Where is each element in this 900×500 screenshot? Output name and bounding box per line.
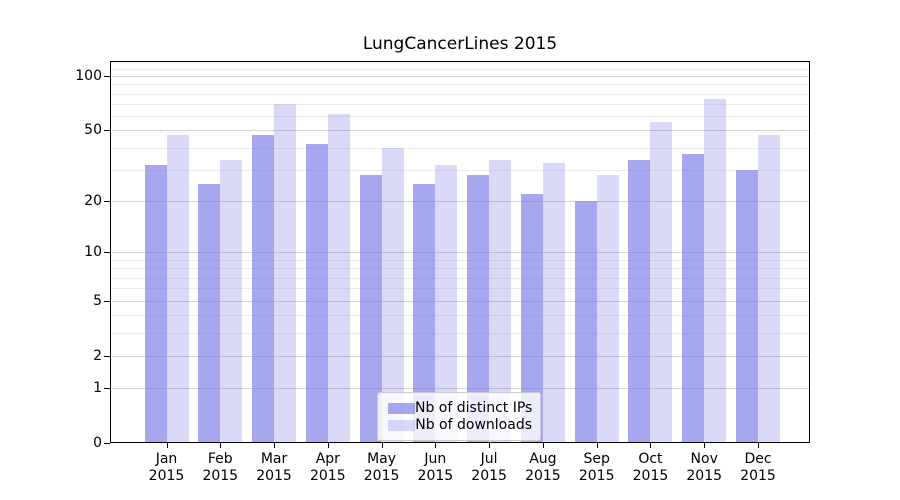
major-gridline-50 — [110, 130, 810, 132]
bar-jun-distinct-ips — [413, 183, 436, 443]
y-tick-2 — [104, 355, 110, 357]
bar-jan-distinct-ips — [144, 164, 167, 443]
y-tick-5 — [104, 300, 110, 302]
major-gridline-20 — [110, 200, 810, 202]
minor-gridline-30 — [110, 169, 810, 171]
bar-feb-distinct-ips — [198, 183, 221, 443]
x-tick-jan — [166, 443, 168, 448]
x-tick-label-jun: Jun 2015 — [417, 451, 454, 484]
bar-jul-downloads — [489, 160, 512, 443]
y-tick-label-50: 50 — [84, 122, 102, 139]
x-tick-may — [381, 443, 383, 448]
x-tick-label-may: May 2015 — [363, 451, 400, 484]
y-tick-label-5: 5 — [93, 292, 102, 309]
minor-gridline-7 — [110, 277, 810, 279]
y-tick-label-100: 100 — [75, 68, 102, 85]
minor-gridline-110 — [110, 68, 810, 70]
bar-dec-downloads — [758, 135, 780, 443]
legend-entry-downloads: Nb of downloads — [386, 417, 532, 433]
major-gridline-10 — [110, 252, 810, 254]
y-tick-50 — [104, 130, 110, 132]
y-tick-label-2: 2 — [93, 347, 102, 364]
bar-aug-distinct-ips — [520, 193, 543, 443]
major-gridline-100 — [110, 76, 810, 78]
y-tick-label-0: 0 — [93, 435, 102, 451]
x-tick-label-feb: Feb 2015 — [202, 451, 239, 484]
y-tick-label-20: 20 — [84, 192, 102, 209]
minor-gridline-80 — [110, 93, 810, 95]
bar-mar-downloads — [274, 104, 297, 443]
bar-oct-downloads — [650, 121, 673, 443]
bar-nov-distinct-ips — [682, 153, 705, 443]
x-tick-label-oct: Oct 2015 — [632, 451, 669, 484]
major-gridline-2 — [110, 355, 810, 357]
minor-gridline-3 — [110, 332, 810, 334]
major-gridline-1 — [110, 387, 810, 389]
bar-oct-distinct-ips — [628, 160, 651, 443]
y-tick-10 — [104, 252, 110, 254]
legend-swatch-distinct-ips — [388, 402, 415, 414]
x-tick-apr — [327, 443, 329, 448]
legend-entry-distinct-ips: Nb of distinct IPs — [386, 400, 532, 416]
minor-gridline-120 — [110, 61, 810, 63]
x-tick-dec — [758, 443, 759, 448]
chart-title: LungCancerLines 2015 — [362, 34, 558, 54]
x-tick-oct — [650, 443, 652, 448]
y-tick-label-10: 10 — [84, 244, 102, 261]
bar-sep-distinct-ips — [574, 200, 597, 443]
x-tick-label-jan: Jan 2015 — [148, 451, 185, 484]
minor-gridline-9 — [110, 259, 810, 261]
minor-gridline-6 — [110, 288, 810, 290]
bar-sep-downloads — [596, 175, 619, 443]
bar-nov-downloads — [704, 98, 727, 443]
minor-gridline-4 — [110, 315, 810, 317]
x-tick-label-sep: Sep 2015 — [578, 451, 615, 484]
x-tick-jun — [435, 443, 437, 448]
bar-may-distinct-ips — [359, 175, 382, 443]
major-gridline-5 — [110, 300, 810, 302]
x-tick-aug — [542, 443, 544, 448]
x-tick-label-jul: Jul 2015 — [471, 451, 507, 484]
plot-area — [110, 61, 810, 443]
legend-label-distinct-ips: Nb of distinct IPs — [415, 400, 533, 416]
legend-swatch-downloads — [388, 419, 415, 431]
minor-gridline-8 — [110, 268, 810, 270]
bar-apr-downloads — [327, 113, 350, 443]
bar-may-downloads — [381, 147, 404, 443]
y-tick-1 — [104, 387, 110, 389]
x-tick-label-apr: Apr 2015 — [309, 451, 346, 484]
minor-gridline-90 — [110, 84, 810, 86]
x-tick-jul — [489, 443, 491, 448]
minor-gridline-70 — [110, 104, 810, 106]
legend: Nb of distinct IPs Nb of downloads — [377, 392, 541, 441]
bar-jun-downloads — [435, 164, 458, 443]
bar-jan-downloads — [166, 135, 189, 443]
x-tick-mar — [274, 443, 276, 448]
legend-label-downloads: Nb of downloads — [415, 417, 532, 433]
bar-mar-distinct-ips — [252, 135, 275, 443]
bar-aug-downloads — [542, 162, 565, 443]
bar-jul-distinct-ips — [467, 175, 490, 443]
x-tick-label-mar: Mar 2015 — [256, 451, 292, 484]
bar-apr-distinct-ips — [305, 143, 328, 443]
bar-dec-distinct-ips — [736, 169, 758, 443]
bar-feb-downloads — [220, 160, 243, 443]
x-tick-label-dec: Dec 2015 — [740, 451, 776, 484]
y-tick-20 — [104, 200, 110, 202]
y-tick-0 — [104, 443, 110, 444]
x-tick-label-aug: Aug 2015 — [525, 451, 561, 484]
minor-gridline-60 — [110, 116, 810, 118]
x-tick-sep — [596, 443, 598, 448]
y-tick-100 — [104, 76, 110, 78]
x-tick-nov — [704, 443, 706, 448]
x-tick-feb — [220, 443, 222, 448]
x-tick-label-nov: Nov 2015 — [686, 451, 723, 484]
y-tick-label-1: 1 — [93, 379, 102, 396]
minor-gridline-40 — [110, 147, 810, 149]
